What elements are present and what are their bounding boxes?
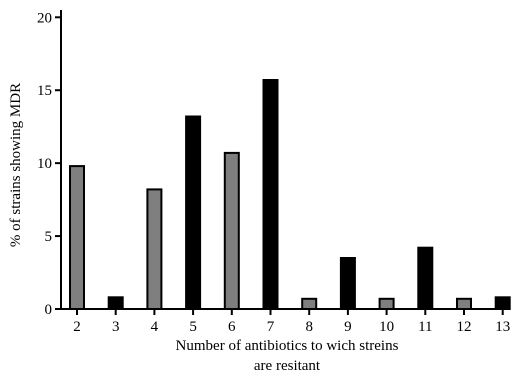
y-tick-label-20: 20	[37, 10, 52, 26]
y-ticks-group: 0 5 10 15 20	[37, 10, 61, 318]
bar-4	[146, 188, 163, 310]
y-axis-title: % of strains showing MDR	[8, 83, 24, 247]
bar-13	[494, 296, 511, 310]
bar-2	[69, 165, 85, 310]
bar-3	[107, 296, 124, 310]
y-tick-label-5: 5	[45, 229, 53, 245]
x-tick-label-8: 8	[305, 319, 313, 335]
x-tick-label-12: 12	[457, 319, 472, 335]
y-tick-label-15: 15	[37, 83, 52, 99]
x-axis-title-line-2: are resitant	[254, 358, 321, 374]
bar-11	[417, 246, 434, 310]
bar-6	[223, 151, 240, 310]
x-tick-label-4: 4	[151, 319, 159, 335]
x-tick-label-13: 13	[495, 319, 510, 335]
x-tick-label-3: 3	[112, 319, 120, 335]
x-tick-label-11: 11	[418, 319, 432, 335]
y-tick-label-10: 10	[37, 156, 52, 172]
x-tick-label-9: 9	[344, 319, 352, 335]
x-tick-label-2: 2	[73, 319, 81, 335]
bar-5	[185, 115, 202, 310]
x-axis-title-line-1: Number of antibiotics to wich streins	[176, 338, 399, 354]
x-ticks-group: 2 3 4 5 6 7 8 9 10 11 12 13	[73, 309, 510, 335]
bar-9	[339, 257, 356, 310]
y-tick-label-0: 0	[45, 302, 53, 318]
bar-7	[262, 79, 279, 310]
x-tick-label-6: 6	[228, 319, 236, 335]
x-tick-label-7: 7	[267, 319, 275, 335]
x-tick-label-5: 5	[189, 319, 197, 335]
bar-12	[456, 297, 472, 310]
bars-group	[69, 79, 511, 310]
x-tick-label-10: 10	[379, 319, 394, 335]
bar-8	[301, 297, 318, 310]
bar-10	[378, 297, 395, 310]
